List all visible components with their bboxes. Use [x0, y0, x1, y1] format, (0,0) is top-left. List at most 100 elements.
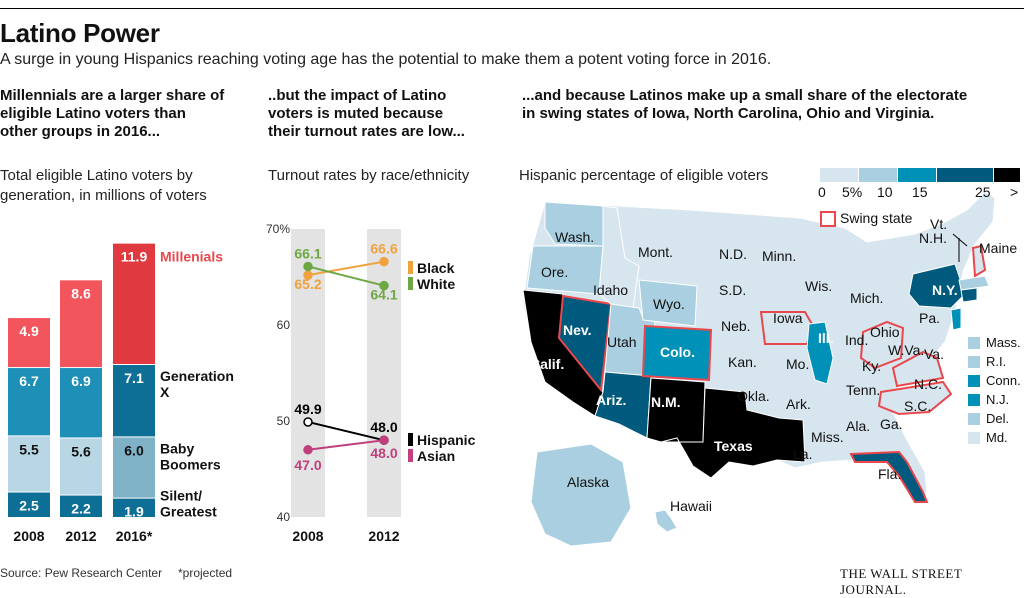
- bar-segment: [8, 318, 50, 368]
- legend-swatch: [937, 168, 993, 182]
- bar-segment: [113, 243, 155, 364]
- state-label: Ind.: [845, 332, 869, 348]
- legend-label: N.J.: [986, 392, 1010, 407]
- bar-value-label: 1.9: [124, 504, 144, 520]
- state-shape-massachusetts: [958, 275, 990, 291]
- bar-value-label: 6.9: [71, 373, 91, 389]
- data-point: [379, 256, 389, 267]
- state-label: S.C.: [904, 398, 932, 414]
- x-tick-label: 2008: [292, 528, 323, 544]
- data-value-label: 47.0: [294, 457, 321, 473]
- bar-value-label: 7.1: [124, 370, 144, 386]
- data-value-label: 48.0: [370, 419, 397, 435]
- legend-swatch: [408, 433, 413, 446]
- legend-swatch: [968, 375, 980, 387]
- panel2-heading-line: their turnout rates are low...: [268, 123, 465, 140]
- x-tick-label: 2012: [65, 528, 96, 544]
- data-value-label: 64.1: [370, 287, 397, 303]
- legend-swatch: [968, 432, 980, 444]
- state-label: Va.: [924, 346, 944, 362]
- state-label: Ark.: [786, 396, 811, 412]
- state-label: Kan.: [728, 354, 757, 370]
- state-label: Utah: [607, 334, 637, 350]
- state-label: Ala.: [846, 418, 871, 434]
- series-label: Greatest: [160, 504, 217, 520]
- legend-label: R.I.: [986, 354, 1007, 369]
- x-tick-label: 2016*: [116, 528, 153, 544]
- legend-swatch: [859, 168, 897, 182]
- top-rule: [0, 8, 1024, 9]
- state-label: Wyo.: [653, 296, 685, 312]
- panel1-heading-line: Millennials are a larger share of: [0, 87, 225, 104]
- state-label: Ohio: [870, 324, 900, 340]
- state-label: Colo.: [660, 344, 695, 360]
- bar-value-label: 6.7: [19, 373, 39, 389]
- state-label: Ill.: [818, 330, 834, 346]
- page-subtitle: A surge in young Hispanics reaching voti…: [0, 51, 772, 68]
- legend-swatch: [994, 168, 1020, 182]
- state-label: Wis.: [805, 278, 833, 294]
- panel3-heading-line: in swing states of Iowa, North Carolina,…: [522, 105, 935, 122]
- series-label: Millenials: [160, 249, 223, 265]
- source-note: Source: Pew Research Center: [0, 566, 163, 580]
- series-label: Boomers: [160, 456, 221, 472]
- state-shape-new-hampshire: [971, 244, 987, 278]
- y-tick-label: 60: [277, 318, 291, 332]
- legend-label: Asian: [417, 448, 455, 464]
- state-label: Texas: [714, 438, 753, 454]
- series-label: X: [160, 384, 170, 400]
- data-point: [303, 417, 313, 427]
- data-value-label: 48.0: [370, 445, 397, 461]
- bar-segment: [60, 280, 102, 368]
- legend-swatch: [820, 168, 858, 182]
- map-legend: [820, 168, 1020, 182]
- state-shape-texas: [660, 387, 806, 479]
- series-line: [307, 420, 385, 442]
- state-label: S.D.: [719, 282, 747, 298]
- state-shape-florida: [849, 450, 929, 503]
- bar-segment: [60, 368, 102, 438]
- state-shape-north-carolina: [877, 380, 953, 416]
- panel1-subheading: Total eligible Latino voters by generati…: [0, 166, 207, 206]
- state-shape-new-mexico: [646, 377, 706, 443]
- state-label: Vt.: [930, 216, 948, 232]
- callout-line: [952, 233, 968, 247]
- data-point: [303, 445, 313, 455]
- state-label: N.Y.: [932, 282, 958, 298]
- panel2-heading: ..but the impact of Latino voters is mut…: [268, 87, 465, 141]
- state-label: Ky.: [862, 358, 882, 374]
- legend-swatch: [408, 277, 413, 290]
- state-label: Wash.: [555, 229, 595, 245]
- legend-label: Black: [417, 260, 455, 276]
- data-point: [379, 435, 389, 445]
- bar-segment: [113, 498, 155, 517]
- state-label: Okla.: [737, 388, 770, 404]
- legend-swatch: [968, 413, 980, 425]
- legend-tick-label: 25: [975, 184, 991, 200]
- panel3-subheading: Hispanic percentage of eligible voters: [519, 167, 769, 184]
- state-label: Calif.: [530, 356, 565, 372]
- projected-note: *projected: [178, 566, 233, 580]
- state-shape-hawaii: [654, 509, 678, 533]
- state-label: Alaska: [567, 474, 610, 490]
- state-label: Mont.: [638, 244, 674, 260]
- bar-value-label: 11.9: [121, 249, 148, 265]
- state-label: Ariz.: [596, 392, 627, 408]
- state-label: Miss.: [811, 429, 844, 445]
- state-label: Mich.: [850, 290, 884, 306]
- state-label: Iowa: [773, 310, 803, 326]
- bar-value-label: 2.5: [19, 498, 39, 514]
- bar-value-label: 6.0: [124, 442, 144, 458]
- bar-value-label: 4.9: [19, 323, 39, 339]
- panel1-heading-line: eligible Latino voters than: [0, 105, 186, 122]
- legend-label: Mass.: [986, 335, 1021, 350]
- x-tick-label: 2008: [13, 528, 44, 544]
- legend-tick-label: 15: [912, 184, 928, 200]
- bar-segment: [60, 438, 102, 495]
- legend-tick-label: 5%: [842, 184, 863, 200]
- state-label: Ore.: [541, 264, 569, 280]
- generation-bar-chart: 2.5 5.5 6.7 4.9 2008 2.2 5.6 6.9 8.6 2012 1.9 6.0 7.…: [8, 243, 234, 544]
- data-value-label: 66.1: [294, 245, 321, 261]
- y-tick-label: 50: [277, 414, 291, 428]
